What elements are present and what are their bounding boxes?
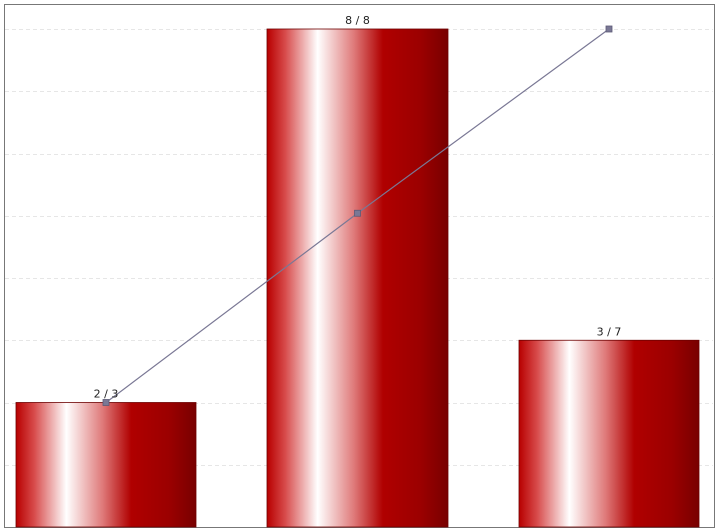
- data-label: 3 / 7: [597, 325, 622, 338]
- line-point: [354, 209, 361, 217]
- bar: [15, 402, 197, 528]
- data-label: 2 / 3: [94, 388, 119, 401]
- bar-series: [15, 28, 700, 528]
- data-labels: 2 / 3 8 / 8 3 / 7: [94, 14, 622, 401]
- line-point: [605, 25, 613, 33]
- data-label: 8 / 8: [345, 14, 370, 27]
- line-series: [102, 25, 613, 406]
- line-point: [102, 399, 110, 406]
- bar: [266, 28, 449, 528]
- bar: [518, 339, 700, 528]
